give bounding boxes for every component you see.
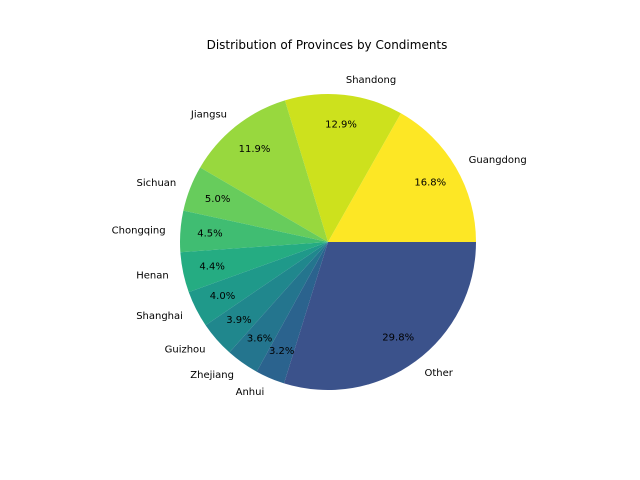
- slice-label-shanghai: Shanghai: [136, 311, 183, 322]
- pct-label-jiangsu: 11.9%: [239, 144, 271, 155]
- pct-label-chongqing: 4.5%: [197, 228, 222, 239]
- pie-slice-guangdong: [328, 113, 476, 243]
- slice-label-chongqing: Chongqing: [112, 225, 166, 236]
- pie-slice-chongqing: [179, 210, 328, 253]
- slice-label-henan: Henan: [136, 271, 168, 282]
- slice-label-anhui: Anhui: [236, 387, 265, 398]
- slice-label-shandong: Shandong: [346, 75, 396, 86]
- pct-label-other: 29.8%: [382, 332, 414, 343]
- pct-label-henan: 4.4%: [199, 261, 224, 272]
- pct-label-anhui: 3.2%: [269, 346, 294, 357]
- slice-label-sichuan: Sichuan: [136, 178, 176, 189]
- pie-slice-shanghai: [188, 242, 328, 326]
- pie-labels: Guangdong 16.8% Shandong 12.9% Jiangsu 11.9% S…: [112, 75, 527, 398]
- pie-slice-zhejiang: [229, 242, 328, 372]
- chart-title: Distribution of Provinces by Condiments: [207, 38, 448, 52]
- pie-slice-anhui: [256, 242, 328, 384]
- slice-label-guangdong: Guangdong: [469, 155, 527, 166]
- pct-label-shanghai: 4.0%: [210, 291, 235, 302]
- slice-label-other: Other: [425, 368, 454, 379]
- pct-label-sichuan: 5.0%: [205, 194, 230, 205]
- pie-slice-shandong: [284, 94, 401, 242]
- pct-label-shandong: 12.9%: [325, 119, 357, 130]
- pct-label-zhejiang: 3.6%: [247, 334, 272, 345]
- pct-label-guizhou: 3.9%: [226, 315, 251, 326]
- pct-label-guangdong: 16.8%: [414, 177, 446, 188]
- slice-label-guizhou: Guizhou: [165, 344, 206, 355]
- pie-slice-sichuan: [183, 167, 328, 242]
- pie-slice-other: [284, 242, 476, 390]
- pie-slice-guizhou: [205, 242, 328, 353]
- pie-slice-jiangsu: [200, 100, 328, 242]
- pie-slice-henan: [180, 242, 328, 293]
- slice-label-zhejiang: Zhejiang: [190, 370, 234, 381]
- slice-label-jiangsu: Jiangsu: [190, 109, 227, 120]
- pie-slices: [179, 94, 476, 390]
